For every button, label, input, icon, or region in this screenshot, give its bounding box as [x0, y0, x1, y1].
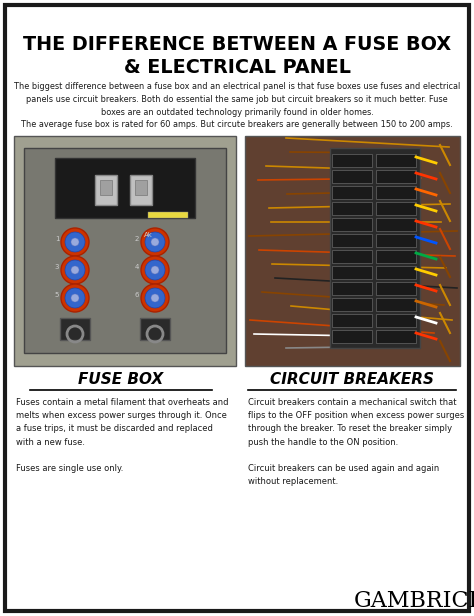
- Bar: [332, 218, 372, 231]
- Ellipse shape: [141, 228, 169, 256]
- Bar: [376, 186, 416, 199]
- Bar: [332, 202, 372, 215]
- Text: Ak: Ak: [144, 232, 153, 238]
- Bar: [332, 154, 372, 167]
- Ellipse shape: [151, 294, 159, 302]
- Bar: [130, 175, 152, 205]
- Bar: [332, 330, 372, 343]
- Bar: [100, 180, 112, 195]
- Text: FUSE BOX: FUSE BOX: [78, 372, 164, 387]
- Bar: [332, 314, 372, 327]
- Bar: [332, 298, 372, 311]
- Bar: [24, 148, 226, 353]
- Ellipse shape: [145, 260, 165, 280]
- Ellipse shape: [141, 256, 169, 284]
- Bar: [332, 186, 372, 199]
- Text: 4: 4: [135, 264, 139, 270]
- Text: Circuit breakers contain a mechanical switch that
flips to the OFF position when: Circuit breakers contain a mechanical sw…: [248, 398, 464, 486]
- Ellipse shape: [141, 284, 169, 312]
- Ellipse shape: [61, 228, 89, 256]
- Text: CIRCUIT BREAKERS: CIRCUIT BREAKERS: [270, 372, 434, 387]
- Text: 3: 3: [55, 264, 59, 270]
- Bar: [376, 202, 416, 215]
- Bar: [376, 282, 416, 295]
- Bar: [60, 318, 90, 340]
- Bar: [332, 234, 372, 247]
- Bar: [332, 282, 372, 295]
- Text: 5: 5: [55, 292, 59, 298]
- Bar: [376, 234, 416, 247]
- Text: The average fuse box is rated for 60 amps. But circute breakers are generally be: The average fuse box is rated for 60 amp…: [21, 120, 453, 129]
- Bar: [332, 266, 372, 279]
- Bar: [148, 212, 188, 218]
- Bar: [95, 175, 117, 205]
- Ellipse shape: [151, 266, 159, 274]
- Ellipse shape: [61, 284, 89, 312]
- Bar: [140, 318, 170, 340]
- Text: 1: 1: [55, 236, 59, 242]
- Bar: [376, 154, 416, 167]
- Bar: [14, 136, 236, 366]
- Ellipse shape: [71, 238, 79, 246]
- Text: The biggest difference between a fuse box and an electrical panel is that fuse b: The biggest difference between a fuse bo…: [14, 82, 460, 116]
- Bar: [330, 148, 420, 348]
- Bar: [55, 158, 195, 218]
- Bar: [332, 170, 372, 183]
- Ellipse shape: [65, 260, 85, 280]
- Bar: [332, 250, 372, 263]
- Ellipse shape: [61, 256, 89, 284]
- Bar: [376, 266, 416, 279]
- Text: THE DIFFERENCE BETWEEN A FUSE BOX: THE DIFFERENCE BETWEEN A FUSE BOX: [23, 35, 451, 54]
- Text: Fuses contain a metal filament that overheats and
melts when excess power surges: Fuses contain a metal filament that over…: [16, 398, 228, 473]
- Ellipse shape: [71, 266, 79, 274]
- Bar: [376, 250, 416, 263]
- Bar: [376, 170, 416, 183]
- Bar: [376, 330, 416, 343]
- Text: 2: 2: [135, 236, 139, 242]
- Ellipse shape: [151, 238, 159, 246]
- Ellipse shape: [71, 294, 79, 302]
- Ellipse shape: [145, 288, 165, 308]
- Bar: [376, 298, 416, 311]
- Text: 6: 6: [135, 292, 139, 298]
- Bar: [376, 218, 416, 231]
- Ellipse shape: [145, 232, 165, 252]
- Ellipse shape: [65, 288, 85, 308]
- Bar: [245, 136, 460, 366]
- Text: GAMBRICK: GAMBRICK: [354, 590, 474, 612]
- Text: & ELECTRICAL PANEL: & ELECTRICAL PANEL: [124, 58, 350, 77]
- Bar: [135, 180, 147, 195]
- Ellipse shape: [65, 232, 85, 252]
- Bar: [376, 314, 416, 327]
